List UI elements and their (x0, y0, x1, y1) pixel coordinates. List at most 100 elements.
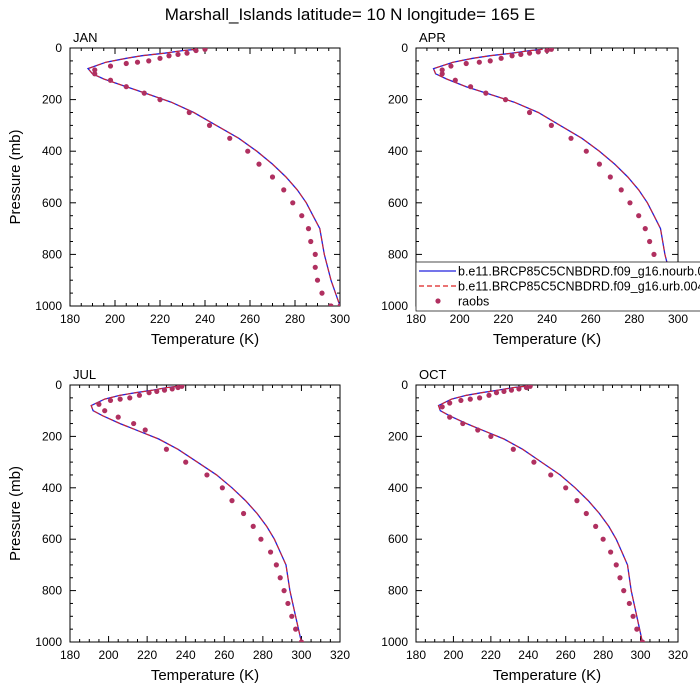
raobs-point (458, 397, 464, 404)
y-tick-label: 200 (42, 93, 62, 107)
x-tick-label: 180 (406, 648, 426, 662)
raobs-point (639, 639, 646, 642)
raobs-point (258, 536, 264, 542)
raobs-point (285, 600, 291, 607)
raobs-point (526, 50, 533, 56)
y-tick-label: 800 (42, 247, 62, 261)
x-tick-label: 280 (285, 312, 305, 326)
raobs-point (642, 226, 648, 232)
x-tick-label: 200 (450, 312, 470, 326)
plot-area (437, 385, 646, 642)
y-tick-label: 1000 (381, 635, 408, 649)
raobs-point (448, 63, 454, 69)
raobs-point (634, 626, 640, 632)
raobs-point (107, 397, 114, 404)
raobs-point (281, 588, 287, 594)
raobs-point (102, 408, 108, 414)
raobs-point (483, 90, 489, 96)
x-tick-label: 300 (291, 648, 311, 662)
raobs-point (136, 392, 143, 398)
raobs-point (289, 613, 295, 619)
raobs-point (476, 59, 482, 65)
panel-jul: 180 200 220 240 260 280 300 320 0 200 400 600 800 100… (7, 367, 350, 684)
x-tick-label: 320 (668, 648, 688, 662)
raobs-point (141, 90, 147, 96)
raobs-point (277, 575, 283, 581)
raobs-point (568, 135, 574, 141)
raobs-point (544, 48, 550, 54)
raobs-point (574, 498, 580, 504)
y-tick-label: 200 (388, 429, 408, 443)
raobs-point (607, 174, 613, 180)
x-tick-label: 180 (60, 648, 80, 662)
urb-series-line (437, 385, 643, 642)
panel-label: JAN (73, 30, 98, 45)
raobs-point (299, 213, 305, 219)
raobs-point (439, 71, 445, 77)
raobs-point (498, 55, 504, 61)
urb-series-line (87, 48, 340, 306)
plot-frame (69, 384, 341, 643)
raobs-point (269, 174, 276, 180)
raobs-point (518, 51, 524, 58)
panel-jan: 180 200 220 240 260 280 300 0 200 400 600 800 1000 JA… (7, 30, 350, 348)
raobs-point (175, 51, 181, 58)
raobs-point (583, 510, 589, 517)
y-axis-title: Pressure (mb) (7, 466, 24, 561)
x-tick-label: 220 (150, 312, 170, 326)
raobs-point (439, 404, 445, 410)
raobs-point (328, 303, 334, 306)
urb-series-line (90, 385, 302, 642)
raobs-point (107, 77, 114, 83)
panel-apr: 180 200 220 240 260 280 300 0 200 400 600 800 1000 AP… (381, 30, 688, 348)
raobs-point (627, 200, 633, 206)
x-tick-label: 220 (493, 312, 513, 326)
y-tick-label: 600 (42, 532, 62, 546)
raobs-point (202, 48, 208, 52)
panel-oct: 180 200 220 240 260 280 300 320 0 200 400 600 800 100… (381, 367, 688, 684)
y-tick-label: 400 (388, 481, 408, 495)
x-tick-label: 240 (518, 648, 538, 662)
y-tick-label: 800 (388, 247, 408, 261)
raobs-point (636, 213, 642, 219)
y-tick-label: 800 (42, 584, 62, 598)
raobs-point (92, 67, 98, 73)
raobs-point (127, 395, 133, 401)
x-tick-label: 300 (631, 648, 651, 662)
raobs-point (593, 523, 599, 529)
x-axis-title: Temperature (K) (493, 667, 601, 684)
x-tick-label: 240 (537, 312, 557, 326)
raobs-point (250, 523, 256, 529)
raobs-point (319, 290, 325, 296)
urb-series-line (432, 48, 678, 306)
raobs-point (146, 58, 152, 64)
raobs-point (531, 459, 537, 465)
raobs-point (548, 122, 554, 128)
raobs-point (293, 626, 299, 632)
raobs-point (439, 67, 445, 73)
legend-marker (435, 298, 441, 304)
x-tick-label: 300 (330, 312, 350, 326)
raobs-point (163, 446, 170, 452)
raobs-point (305, 226, 312, 232)
raobs-point (312, 251, 318, 257)
raobs-point (157, 55, 163, 61)
raobs-point (487, 58, 493, 64)
raobs-point (618, 187, 624, 193)
raobs-point (510, 446, 516, 452)
y-tick-label: 600 (42, 196, 62, 210)
x-tick-label: 180 (406, 312, 426, 326)
x-tick-label: 220 (137, 648, 157, 662)
x-tick-label: 260 (581, 312, 601, 326)
y-tick-label: 600 (388, 196, 408, 210)
x-tick-label: 280 (253, 648, 273, 662)
raobs-point (486, 392, 492, 398)
x-tick-label: 320 (330, 648, 350, 662)
raobs-point (123, 60, 129, 67)
y-tick-label: 400 (42, 144, 62, 158)
y-tick-label: 0 (55, 41, 62, 55)
panel-label: APR (419, 30, 446, 45)
plot-frame (69, 47, 341, 307)
y-axis-title: Pressure (mb) (7, 129, 24, 224)
